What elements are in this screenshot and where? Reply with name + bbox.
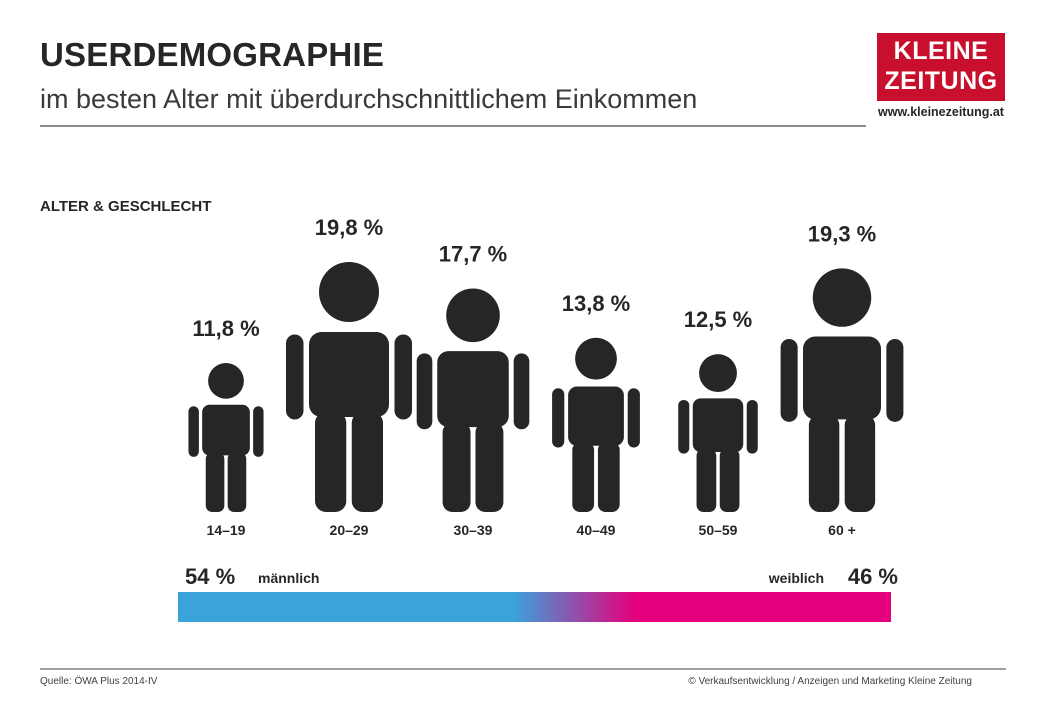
page-title: USERDEMOGRAPHIE (40, 36, 385, 73)
person-leg-right (351, 412, 383, 512)
person-leg-left (205, 452, 225, 512)
person-arm-right (253, 406, 264, 457)
person-arm-right (513, 353, 530, 430)
person-leg-left (808, 414, 840, 512)
person-arm-left (780, 338, 798, 422)
person-head (575, 337, 617, 380)
person-leg-left (572, 442, 595, 512)
value-label: 19,8 % (315, 215, 384, 240)
value-label: 11,8 % (192, 316, 259, 341)
person-arm-right (627, 388, 640, 448)
logo-text-kleine: KLEINE (893, 37, 989, 65)
person-leg-right (597, 442, 620, 512)
value-label: 19,3 % (808, 221, 877, 246)
category-label: 14–19 (207, 522, 246, 538)
section-label: ALTER & GESCHLECHT (40, 198, 212, 215)
category-label: 60 + (828, 522, 856, 538)
header-divider (40, 125, 866, 127)
value-label: 17,7 % (439, 242, 508, 267)
person-leg-right (227, 452, 247, 512)
page-subtitle: im besten Alter mit überdurchschnittlich… (40, 84, 698, 114)
person-figure-50-59 (678, 354, 758, 512)
category-label: 20–29 (330, 522, 369, 538)
person-figure-30-39 (416, 288, 530, 512)
category-label: 50–59 (699, 522, 738, 538)
person-leg-right (844, 414, 876, 512)
female-label: weiblich (768, 570, 824, 586)
person-arm-left (678, 399, 690, 454)
person-arm-right (746, 399, 758, 454)
male-value-label: 54 % (185, 564, 235, 589)
person-leg-left (696, 448, 717, 512)
person-head (319, 262, 379, 322)
footer-copyright: © Verkaufsentwicklung / Anzeigen und Mar… (688, 676, 972, 687)
person-arm-left (416, 353, 433, 430)
person-torso (803, 336, 881, 420)
female-value-label: 46 % (848, 564, 898, 589)
person-leg-right (719, 448, 740, 512)
person-figure-40-49 (552, 337, 640, 512)
person-head (446, 288, 500, 343)
person-torso (568, 386, 624, 446)
person-figure-14-19 (188, 363, 264, 512)
person-head (812, 268, 872, 327)
person-figure-20-29 (286, 262, 412, 512)
category-label: 30–39 (454, 522, 493, 538)
person-leg-left (442, 422, 471, 512)
logo-url: www.kleinezeitung.at (878, 105, 1004, 119)
male-label: männlich (258, 570, 319, 586)
logo-red-box (877, 33, 1005, 101)
age-figures: 11,8 % 14–19 19,8 % 20–29 17,7 % 30–39 13,8 % 4… (188, 215, 904, 538)
person-arm-right (886, 338, 904, 422)
person-figure-60 (780, 268, 904, 512)
value-label: 13,8 % (562, 291, 631, 316)
footer-source: Quelle: ÖWA Plus 2014-IV (40, 676, 158, 687)
person-arm-right (394, 334, 412, 420)
person-leg-left (315, 412, 347, 512)
category-label: 40–49 (577, 522, 616, 538)
person-arm-left (286, 334, 304, 420)
person-torso (202, 404, 250, 456)
gender-bar (178, 592, 891, 622)
person-leg-right (475, 422, 504, 512)
person-torso (692, 398, 744, 453)
person-torso (309, 332, 389, 417)
logo-text-zeitung: ZEITUNG (884, 67, 998, 95)
person-head (699, 354, 737, 393)
person-head (208, 363, 244, 399)
person-torso (437, 351, 509, 428)
footer-divider (40, 668, 1006, 670)
value-label: 12,5 % (684, 307, 753, 332)
person-arm-left (188, 406, 199, 457)
person-arm-left (552, 388, 565, 448)
kleine-zeitung-logo: KLEINE ZEITUNG www.kleinezeitung.at (877, 33, 1005, 123)
gender-split: 54 % männlich weiblich 46 % (178, 564, 898, 622)
